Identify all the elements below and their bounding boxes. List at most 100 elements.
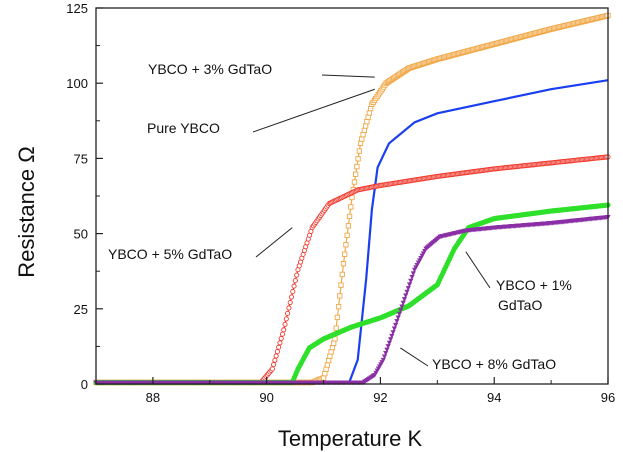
data-point	[345, 223, 351, 229]
data-point	[366, 110, 373, 116]
x-tick-label: 92	[373, 390, 387, 405]
data-point	[409, 275, 415, 280]
data-point	[348, 204, 354, 210]
annotation-0: YBCO + 3% GdTaO	[148, 61, 375, 78]
data-point	[287, 299, 293, 306]
y-tick-label: 0	[81, 377, 88, 392]
data-point	[320, 375, 327, 381]
data-point	[380, 357, 386, 363]
data-point	[335, 304, 342, 310]
series-4	[93, 215, 611, 386]
annotation-label-line2: GdTaO	[498, 297, 542, 313]
annotation-4: YBCO + 8% GdTaO	[400, 347, 556, 372]
data-point	[384, 347, 390, 353]
annotation-1: Pure YBCO	[147, 88, 375, 136]
y-axis-title: Resistance Ω	[14, 146, 39, 277]
data-point	[401, 297, 408, 302]
data-point	[290, 289, 296, 295]
data-point	[329, 344, 336, 351]
data-point	[356, 148, 362, 154]
annotation-leader	[400, 347, 429, 367]
data-point	[351, 179, 358, 185]
data-point	[388, 337, 394, 342]
series-1	[96, 79, 609, 384]
data-point	[410, 271, 416, 276]
data-point	[355, 156, 361, 162]
data-point	[389, 333, 395, 339]
data-point	[381, 354, 388, 360]
annotation-label: YBCO + 8% GdTaO	[432, 356, 556, 372]
data-point	[276, 344, 282, 350]
data-point	[269, 366, 275, 372]
x-tick-label: 96	[601, 390, 615, 405]
data-point	[294, 272, 300, 278]
x-axis-title: Temperature K	[278, 426, 423, 451]
axis-layer: 88 90 92 94 96 0 25 50 75 100 125	[66, 1, 615, 405]
data-point	[328, 349, 334, 355]
data-point	[286, 305, 292, 311]
data-point	[342, 251, 348, 257]
data-point	[359, 136, 365, 142]
data-point	[292, 278, 298, 284]
data-point	[404, 289, 410, 295]
x-tick-label: 90	[259, 390, 273, 405]
data-point	[323, 366, 329, 372]
data-point	[408, 278, 414, 284]
data-point	[288, 294, 295, 300]
annotation-3: YBCO + 1% GdTaO	[465, 251, 572, 313]
data-point	[390, 330, 396, 335]
data-point	[396, 311, 403, 317]
data-point	[338, 282, 344, 288]
data-point	[324, 362, 330, 368]
data-point	[393, 322, 399, 328]
y-tick-label: 50	[74, 227, 88, 242]
annotation-leader	[321, 74, 375, 78]
x-tick-label: 94	[487, 390, 501, 405]
annotation-2: YBCO + 5% GdTaO	[108, 227, 293, 262]
data-point	[322, 370, 328, 377]
data-point	[272, 357, 278, 363]
annotation-leader	[252, 88, 375, 133]
data-point	[340, 261, 347, 267]
data-point	[403, 293, 409, 299]
x-tick-label: 88	[146, 390, 160, 405]
data-point	[362, 123, 369, 129]
data-point	[400, 300, 406, 306]
data-point	[282, 321, 288, 327]
annotation-layer: YBCO + 3% GdTaO Pure YBCO YBCO + 5% GdTaO Y…	[108, 61, 572, 372]
data-point	[346, 213, 353, 220]
data-point	[361, 127, 367, 133]
data-point	[285, 310, 291, 316]
y-tick-label: 25	[74, 302, 88, 317]
data-point	[279, 331, 286, 337]
data-point	[357, 140, 364, 147]
data-point	[399, 304, 405, 310]
y-tick-label: 125	[66, 1, 88, 16]
annotation-leader	[255, 227, 293, 258]
data-point	[398, 308, 404, 313]
data-point	[273, 353, 279, 359]
data-point	[271, 362, 277, 368]
data-point	[334, 314, 341, 321]
data-point	[283, 316, 289, 322]
data-point	[277, 340, 283, 346]
annotation-leader	[465, 251, 491, 289]
data-point	[391, 326, 397, 332]
annotation-label: YBCO + 1%	[496, 277, 572, 293]
data-point	[353, 171, 359, 177]
data-point	[406, 282, 413, 288]
data-point	[325, 357, 332, 364]
data-point	[291, 283, 297, 289]
data-point	[331, 340, 337, 346]
data-point	[383, 351, 389, 356]
annotation-label: YBCO + 5% GdTaO	[108, 246, 232, 262]
data-point	[395, 315, 401, 321]
data-point	[365, 114, 371, 120]
data-point	[394, 319, 400, 324]
annotation-label: YBCO + 3% GdTaO	[148, 61, 272, 77]
series-line	[96, 79, 609, 384]
data-point	[333, 325, 339, 331]
y-tick-label: 100	[66, 76, 88, 91]
data-point	[367, 105, 374, 112]
